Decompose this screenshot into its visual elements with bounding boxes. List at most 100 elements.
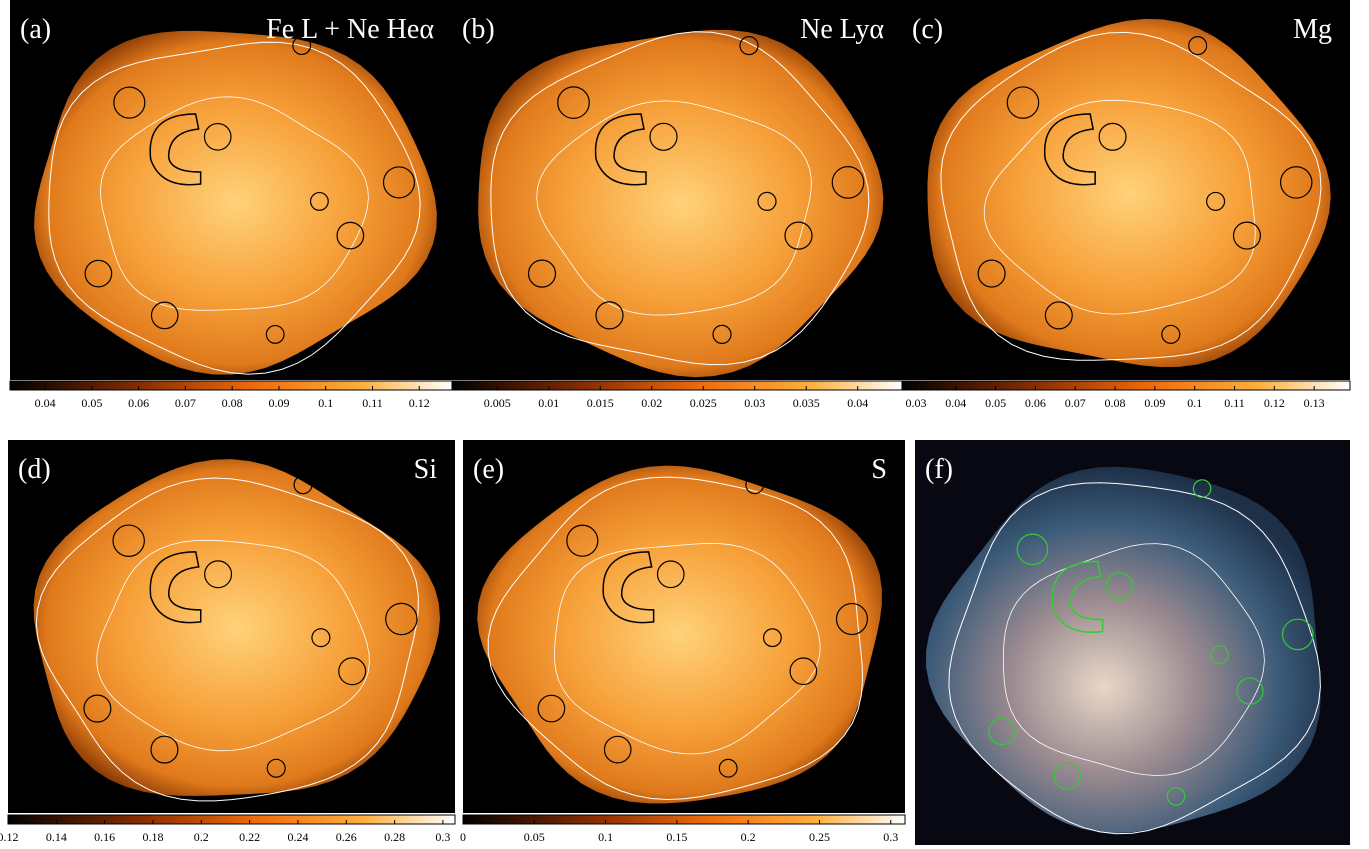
- colorbar: [7, 814, 456, 825]
- region-circle: [595, 301, 624, 330]
- region-circle: [762, 628, 782, 648]
- c-region: [1051, 560, 1104, 633]
- colorbar-tick-label: 0.1: [1187, 396, 1202, 410]
- colorbar-tick-label: 0.06: [1025, 396, 1046, 410]
- colorbar-tick-label: 0.11: [1224, 396, 1245, 410]
- remnant-image: [927, 18, 1331, 368]
- remnant-image: [477, 465, 882, 804]
- colorbar-tick-label: 0.04: [35, 396, 56, 410]
- region-circle: [1166, 787, 1186, 806]
- region-circle: [84, 259, 113, 288]
- colorbar-tick-label: 0.02: [641, 396, 662, 410]
- contour: [487, 476, 864, 801]
- region-circle: [1236, 677, 1264, 705]
- region-circle: [112, 524, 145, 557]
- region-circle: [757, 191, 777, 211]
- region-circle: [1098, 122, 1127, 151]
- colorbar-tick-label: 0.03: [905, 396, 926, 410]
- colorbar-tick-label: 0.13: [1304, 396, 1325, 410]
- colorbar-tick-label: 0.1: [318, 396, 333, 410]
- colorbar: [9, 380, 453, 391]
- c-region: [1043, 113, 1096, 186]
- region-circle: [1210, 645, 1229, 664]
- region-circle: [292, 36, 312, 56]
- colorbar-tick-label: 0.22: [239, 830, 260, 844]
- colorbar-tick-label: 0.12: [0, 830, 19, 844]
- region-circle: [1281, 618, 1314, 651]
- contour: [1002, 543, 1265, 776]
- colorbar-tick-label: 0.1: [598, 830, 613, 844]
- region-circle: [603, 735, 632, 764]
- panel-label: (e): [473, 454, 504, 485]
- region-circle: [382, 166, 416, 199]
- panel-title: S: [871, 454, 887, 485]
- region-circle: [113, 86, 146, 119]
- colorbar-tick-label: 0.025: [690, 396, 717, 410]
- region-circle: [712, 324, 732, 344]
- region-circle: [656, 560, 685, 589]
- colorbar-tick-label: 0.04: [945, 396, 966, 410]
- region-circle: [1192, 479, 1212, 498]
- c-region: [602, 551, 655, 624]
- region-circle: [1016, 533, 1049, 566]
- colorbar-tick-label: 0.07: [1065, 396, 1086, 410]
- colorbar-tick-label: 0.01: [538, 396, 559, 410]
- panel-title: Fe L + Ne Heα: [266, 14, 434, 45]
- c-region: [149, 551, 202, 624]
- region-circle: [557, 86, 590, 119]
- colorbar-tick-label: 0.09: [268, 396, 289, 410]
- region-circle: [1188, 36, 1208, 56]
- contour: [983, 99, 1256, 315]
- region-circle: [311, 628, 331, 648]
- colorbar-tick-label: 0.04: [847, 396, 868, 410]
- colorbar: [451, 380, 903, 391]
- region-circle: [1006, 86, 1040, 119]
- colorbar-tick-label: 0.08: [1105, 396, 1126, 410]
- region-circle: [1161, 324, 1181, 344]
- colorbar-tick-label: 0.2: [194, 830, 209, 844]
- region-circle: [739, 35, 759, 56]
- region-circle: [1044, 301, 1073, 330]
- colorbar-tick-label: 0.07: [175, 396, 196, 410]
- colorbar-tick-label: 0.06: [128, 396, 149, 410]
- c-region: [149, 113, 202, 186]
- colorbar-tick-label: 0.035: [793, 396, 820, 410]
- panel-label: (b): [462, 14, 495, 45]
- colorbar-tick-label: 0.24: [287, 830, 308, 844]
- panel-label: (f): [925, 454, 953, 485]
- colorbar-tick-label: 0.12: [409, 396, 430, 410]
- colorbar-tick-label: 0: [460, 830, 466, 844]
- contour: [490, 31, 870, 366]
- panel-title: Si: [414, 454, 438, 485]
- region-circle: [150, 301, 179, 330]
- colorbar-tick-label: 0.05: [81, 396, 102, 410]
- colorbar-tick-label: 0.11: [362, 396, 383, 410]
- colorbar-tick-label: 0.3: [883, 830, 898, 844]
- region-circle: [1053, 762, 1081, 790]
- region-circle: [1279, 166, 1313, 199]
- region-circle: [338, 657, 367, 686]
- panel-title: Ne Lyα: [800, 14, 884, 45]
- region-circle: [977, 259, 1006, 288]
- region-circle: [1105, 572, 1134, 600]
- colorbar-tick-label: 0.3: [435, 830, 450, 844]
- colorbar: [462, 814, 906, 825]
- colorbar-tick-label: 0.05: [985, 396, 1006, 410]
- region-circle: [527, 259, 557, 288]
- region-circle: [745, 475, 765, 495]
- colorbar-tick-label: 0.25: [809, 830, 830, 844]
- colorbar-tick-label: 0.15: [666, 830, 687, 844]
- region-circle: [204, 560, 233, 589]
- region-circle: [784, 221, 813, 250]
- region-circle: [1232, 221, 1262, 250]
- colorbar-tick-label: 0.14: [46, 830, 67, 844]
- region-circle: [83, 694, 112, 723]
- colorbar-tick-label: 0.28: [384, 830, 405, 844]
- colorbar-tick-label: 0.005: [484, 396, 511, 410]
- panel-label: (d): [18, 454, 51, 485]
- colorbar-tick-label: 0.18: [142, 830, 163, 844]
- colorbar-tick-label: 0.08: [222, 396, 243, 410]
- contour: [35, 477, 419, 802]
- region-circle: [537, 694, 566, 723]
- colorbar-tick-label: 0.05: [524, 830, 545, 844]
